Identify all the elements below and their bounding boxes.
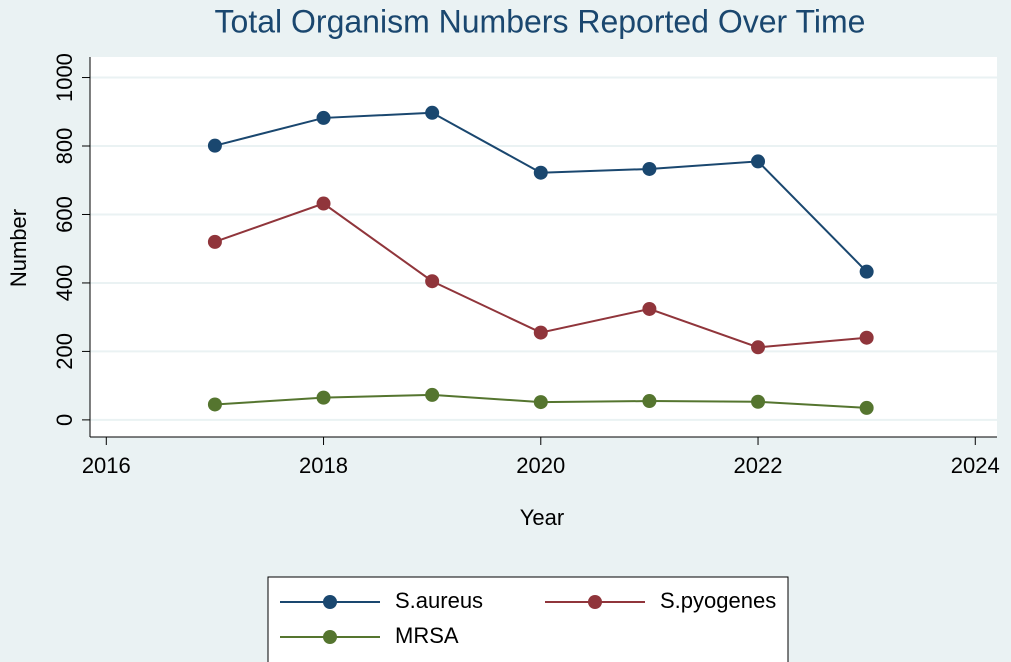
y-tick-label: 0 bbox=[52, 414, 77, 426]
legend-marker bbox=[588, 595, 602, 609]
series-point bbox=[533, 165, 548, 180]
x-tick-label: 2022 bbox=[734, 453, 783, 478]
series-point bbox=[642, 394, 657, 409]
y-tick-label: 800 bbox=[52, 128, 77, 165]
legend-label: MRSA bbox=[395, 623, 459, 648]
x-tick-label: 2020 bbox=[516, 453, 565, 478]
y-tick-label: 400 bbox=[52, 265, 77, 302]
series-point bbox=[316, 196, 331, 211]
series-point bbox=[207, 234, 222, 249]
plot-area bbox=[90, 57, 997, 437]
legend-label: S.pyogenes bbox=[660, 588, 776, 613]
legend-label: S.aureus bbox=[395, 588, 483, 613]
series-point bbox=[316, 110, 331, 125]
legend-marker bbox=[323, 630, 337, 644]
y-tick-label: 200 bbox=[52, 333, 77, 370]
x-tick-label: 2016 bbox=[82, 453, 131, 478]
series-point bbox=[751, 340, 766, 355]
series-point bbox=[751, 154, 766, 169]
x-tick-label: 2024 bbox=[951, 453, 1000, 478]
series-point bbox=[425, 274, 440, 289]
series-point bbox=[207, 138, 222, 153]
y-axis-title: Number bbox=[6, 209, 31, 287]
series-point bbox=[207, 397, 222, 412]
series-point bbox=[859, 400, 874, 415]
series-point bbox=[751, 394, 766, 409]
series-point bbox=[425, 105, 440, 120]
legend-box bbox=[267, 576, 789, 662]
x-tick-label: 2018 bbox=[299, 453, 348, 478]
series-point bbox=[859, 264, 874, 279]
y-tick-label: 1000 bbox=[52, 53, 77, 102]
series-point bbox=[859, 330, 874, 345]
series-point bbox=[642, 161, 657, 176]
series-point bbox=[425, 387, 440, 402]
chart-title: Total Organism Numbers Reported Over Tim… bbox=[215, 3, 866, 39]
legend-marker bbox=[323, 595, 337, 609]
series-point bbox=[533, 395, 548, 410]
series-point bbox=[316, 390, 331, 405]
series-point bbox=[533, 325, 548, 340]
y-tick-label: 600 bbox=[52, 196, 77, 233]
series-point bbox=[642, 301, 657, 316]
x-axis-title: Year bbox=[520, 505, 564, 530]
